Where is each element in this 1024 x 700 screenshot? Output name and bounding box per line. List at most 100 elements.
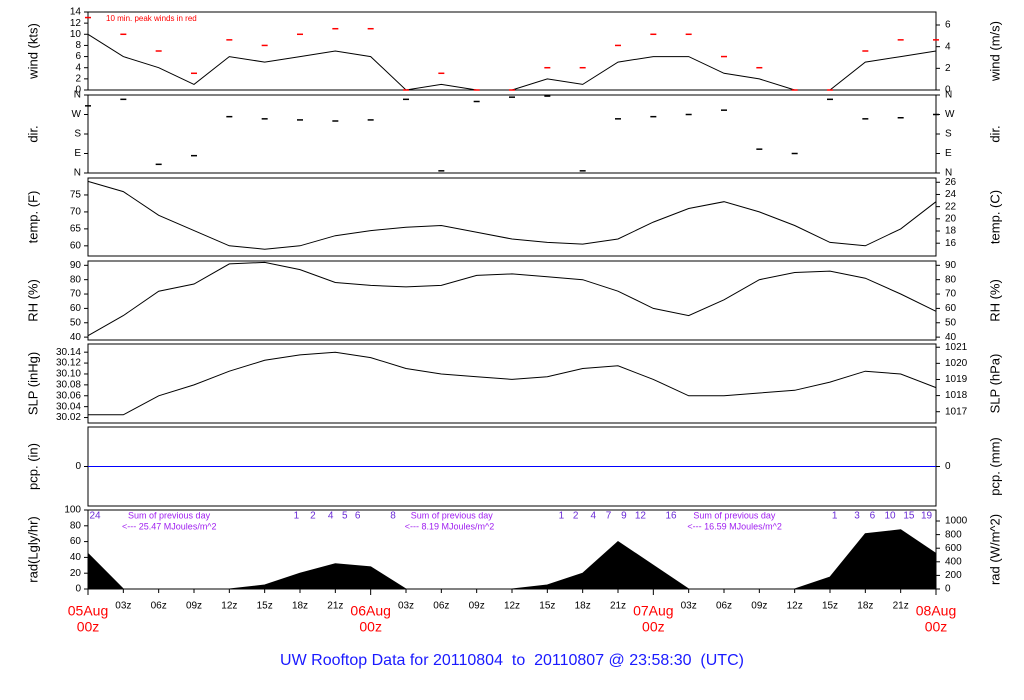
y-tick-label: 90 <box>70 260 82 271</box>
y-tick-label: 30.04 <box>56 401 81 412</box>
panel-frame <box>87 343 937 424</box>
y-tick-label: 0 <box>75 461 81 472</box>
y-axis-label: RH (%) <box>25 279 40 322</box>
hour-label: 1 <box>832 511 838 522</box>
y2-tick-label: 1019 <box>945 374 968 385</box>
hour-label: 8 <box>390 511 396 522</box>
x-tick-label: 15z <box>539 601 555 612</box>
y-tick-label: 6 <box>75 51 81 62</box>
y2-tick-label: 1020 <box>945 358 968 369</box>
y2-tick-label: 800 <box>945 529 962 540</box>
date-label: 08Aug <box>916 603 956 619</box>
x-tick-label: 12z <box>504 601 520 612</box>
y2-tick-label: 18 <box>945 226 957 237</box>
y2-axis-label: wind (m/s) <box>987 21 1002 82</box>
y2-tick-label: 6 <box>945 20 951 31</box>
y2-tick-label: 80 <box>945 274 957 285</box>
hour-label: 6 <box>870 511 876 522</box>
y2-tick-label: N <box>945 168 952 179</box>
y2-axis-label: rad (W/m^2) <box>987 514 1002 585</box>
chart-title: UW Rooftop Data for 20110804 to 20110807… <box>280 652 744 669</box>
y-tick-label: 100 <box>64 505 81 516</box>
hour-label: 2 <box>310 511 316 522</box>
y2-tick-label: 2 <box>945 63 951 74</box>
date-label: 06Aug <box>350 603 390 619</box>
y-tick-label: 12 <box>70 18 82 29</box>
y2-tick-label: 26 <box>945 177 957 188</box>
date-sublabel: 00z <box>642 619 665 635</box>
y-tick-label: 75 <box>70 190 82 201</box>
y-tick-label: 0 <box>75 85 81 96</box>
hour-label: 7 <box>606 511 612 522</box>
x-tick-label: 09z <box>186 601 202 612</box>
line <box>88 351 937 416</box>
y2-tick-label: S <box>945 129 952 140</box>
hour-label: 10 <box>885 511 897 522</box>
x-tick-label: 18z <box>292 601 308 612</box>
y-axis-label: wind (kts) <box>25 23 40 80</box>
y-axis-label: dir. <box>25 125 40 142</box>
y2-axis-label: RH (%) <box>987 279 1002 322</box>
y-tick-label: 20 <box>70 568 82 579</box>
y-tick-label: 80 <box>70 274 82 285</box>
y-tick-label: 60 <box>70 240 82 251</box>
y-tick-label: 60 <box>70 536 82 547</box>
y-tick-label: 30.14 <box>56 347 81 358</box>
hour-label: 4 <box>590 511 596 522</box>
sum-text: <--- 8.19 MJoules/m^2 <box>405 521 495 531</box>
date-sublabel: 00z <box>359 619 382 635</box>
y-tick-label: 70 <box>70 207 82 218</box>
hour-label: 4 <box>328 511 334 522</box>
hour-label: 2 <box>573 511 579 522</box>
x-tick-label: 03z <box>398 601 414 612</box>
y-tick-label: 80 <box>70 520 82 531</box>
hour-label: 19 <box>921 511 933 522</box>
y2-tick-label: E <box>945 148 952 159</box>
y2-tick-label: 70 <box>945 289 957 300</box>
x-tick-label: 21z <box>893 601 909 612</box>
x-tick-label: 15z <box>822 601 838 612</box>
x-tick-label: 18z <box>857 601 873 612</box>
y-tick-label: 14 <box>70 7 82 18</box>
y-tick-label: 40 <box>70 332 82 343</box>
date-label: 07Aug <box>633 603 673 619</box>
y2-tick-label: 50 <box>945 317 957 328</box>
y2-tick-label: 1021 <box>945 342 968 353</box>
hour-label: 24 <box>90 511 102 522</box>
hour-label: 16 <box>665 511 677 522</box>
y-tick-label: W <box>72 109 82 120</box>
hour-label: 9 <box>621 511 627 522</box>
x-tick-label: 06z <box>433 601 449 612</box>
y-axis-label: rad(Lgly/hr) <box>25 516 40 582</box>
y-tick-label: 10 <box>70 29 82 40</box>
x-tick-label: 06z <box>151 601 167 612</box>
y2-tick-label: 16 <box>945 238 957 249</box>
y2-tick-label: 40 <box>945 332 957 343</box>
y2-tick-label: 22 <box>945 201 957 212</box>
sum-heading: Sum of previous day <box>693 510 776 520</box>
y-tick-label: 30.06 <box>56 390 81 401</box>
y-tick-label: 0 <box>75 584 81 595</box>
y2-axis-label: temp. (C) <box>987 190 1002 244</box>
y2-tick-label: 1017 <box>945 406 968 417</box>
date-sublabel: 00z <box>77 619 100 635</box>
sum-text: <--- 25.47 MJoules/m^2 <box>122 521 217 531</box>
x-tick-label: 06z <box>716 601 732 612</box>
y2-tick-label: 90 <box>945 260 957 271</box>
hour-label: 1 <box>294 511 300 522</box>
y-tick-label: N <box>74 168 81 179</box>
hour-label: 15 <box>903 511 915 522</box>
y2-tick-label: 200 <box>945 570 962 581</box>
y2-tick-label: 0 <box>945 85 951 96</box>
y-tick-label: 50 <box>70 317 82 328</box>
y2-axis-label: dir. <box>987 125 1002 142</box>
sum-heading: Sum of previous day <box>128 510 211 520</box>
y-tick-label: 40 <box>70 552 82 563</box>
line <box>87 261 937 337</box>
y-tick-label: 30.12 <box>56 358 81 369</box>
y2-tick-label: N <box>945 90 952 101</box>
x-tick-label: 09z <box>751 601 767 612</box>
x-tick-label: 12z <box>221 601 237 612</box>
